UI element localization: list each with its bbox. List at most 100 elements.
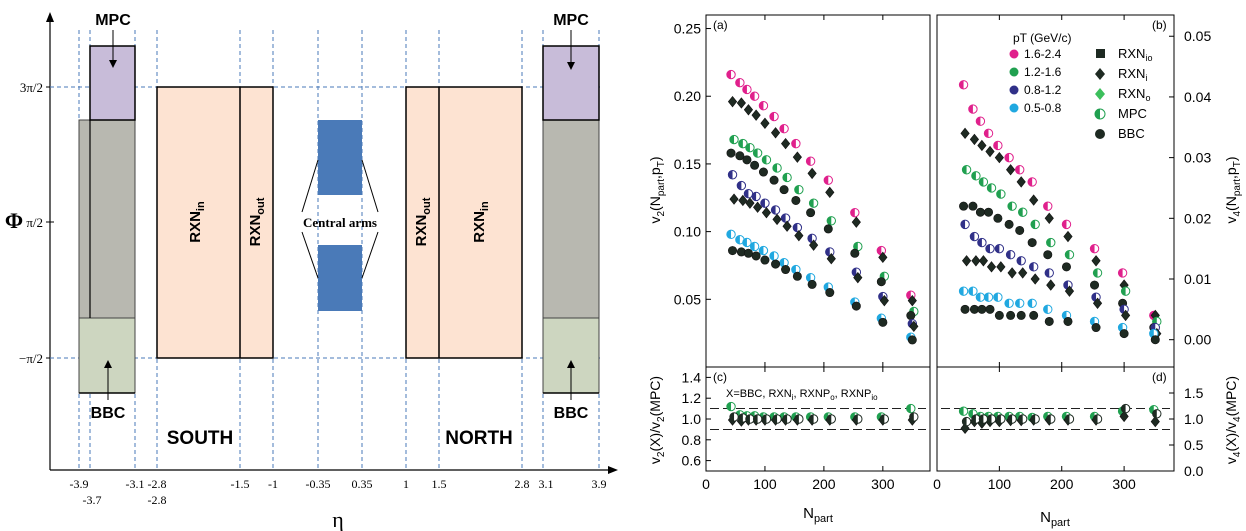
rxn-text: RXN <box>247 215 264 247</box>
rxn-sub: in <box>479 201 491 211</box>
data-point <box>1150 415 1160 428</box>
data-point <box>1121 404 1126 413</box>
data-point <box>970 232 975 241</box>
data-point <box>807 279 817 289</box>
data-point <box>1016 176 1026 188</box>
x-tick-label: 200 <box>1050 476 1074 492</box>
mpc-right-label: MPC <box>553 12 589 29</box>
data-point <box>1018 414 1023 424</box>
north-label: NORTH <box>445 428 513 449</box>
legend-marker <box>1009 67 1019 77</box>
data-point <box>1029 310 1039 320</box>
panel-label: (a) <box>713 18 728 32</box>
data-point <box>1015 225 1025 235</box>
eta-tick-label: -3.9 <box>70 477 89 491</box>
data-point <box>1093 414 1098 424</box>
data-point <box>792 151 802 163</box>
label-part: RXN <box>1118 46 1145 61</box>
data-point <box>1016 310 1026 320</box>
data-point <box>1090 244 1095 253</box>
data-point <box>827 414 832 424</box>
label-part: (MPC) <box>647 376 663 416</box>
label-part: T <box>656 161 667 167</box>
series <box>728 246 917 345</box>
legend: pT (GeV/c) 1.6-2.4 1.2-1.6 0.8-1.2 0.5-0.8 RX… <box>1009 31 1152 141</box>
panel-frame <box>705 14 931 368</box>
data-point <box>1016 256 1022 265</box>
y-tick-label: 0.15 <box>674 156 701 172</box>
y-axis-label: Φ <box>5 208 23 233</box>
panel-label: (d) <box>1152 370 1167 384</box>
data-point <box>962 165 967 174</box>
data-point <box>1027 238 1037 248</box>
bbc-left-upper <box>78 119 136 319</box>
annotation-part: o <box>830 393 835 402</box>
data-point <box>770 127 781 139</box>
series <box>726 148 916 321</box>
flow-plots: (a)0.050.100.150.200.25 (b)0.000.010.020.… <box>647 14 1243 529</box>
data-point <box>791 139 796 148</box>
y-axis-arrow <box>46 12 54 22</box>
y-tick-label: 0.04 <box>1184 89 1211 105</box>
panel-b: (b) 0.00 0.01 0.02 0.03 0.04 0.05 <box>936 14 1211 368</box>
npart-axis-label: Npart <box>1040 509 1070 529</box>
data-point <box>971 171 976 181</box>
legend-title: pT (GeV/c) <box>1013 31 1071 45</box>
data-point <box>1091 255 1101 267</box>
data-point <box>962 417 967 426</box>
data-point <box>769 251 775 261</box>
data-point <box>968 409 973 418</box>
data-point <box>906 291 911 300</box>
data-point <box>853 271 863 284</box>
central-arms-label: Central arms <box>303 215 377 230</box>
data-point <box>1006 164 1016 176</box>
data-point <box>1150 335 1160 345</box>
data-point <box>1006 250 1011 259</box>
y-tick-label: 1.5 <box>1184 385 1204 401</box>
data-point <box>1046 279 1056 291</box>
data-point <box>987 183 992 193</box>
data-point <box>971 255 981 267</box>
data-point <box>1030 414 1036 424</box>
central-arm-lower <box>318 245 362 311</box>
data-point <box>1004 153 1010 162</box>
y-tick-label: 0.05 <box>1184 28 1211 44</box>
data-point <box>791 195 801 205</box>
data-point <box>735 151 745 161</box>
eta-tick-label: 0.35 <box>352 477 373 491</box>
data-point <box>771 259 781 269</box>
eta-tick-label: -1.5 <box>231 477 250 491</box>
data-point <box>979 414 984 424</box>
data-point <box>906 404 911 413</box>
ratio-d-axis-label-text: v4(X)/v4(MPC) <box>1223 376 1243 464</box>
x-tick-label: 100 <box>753 476 777 492</box>
label-part: N <box>1040 509 1051 526</box>
legend-label: RXNi <box>1118 66 1147 83</box>
data-point <box>1152 409 1157 418</box>
detector-diagram: Central arms MPC MPC BBC BBC RXNin RXNou… <box>5 12 618 531</box>
label-part: ,p <box>1223 167 1239 179</box>
data-point <box>1119 329 1129 339</box>
rxn-sub: out <box>255 197 267 214</box>
data-point <box>742 155 752 165</box>
data-point <box>996 261 1006 273</box>
data-point <box>825 247 830 257</box>
label-part: part <box>1051 517 1070 529</box>
series <box>726 229 916 342</box>
arrow <box>301 231 319 279</box>
rxn-north <box>405 86 523 359</box>
series <box>727 170 918 329</box>
legend-marker <box>1009 85 1019 95</box>
data-point <box>735 78 740 87</box>
data-point <box>993 213 1003 223</box>
eta-tick-labels: -3.9 -3.1 -2.8 -1.5 -1 -0.35 0.35 1 1.5 2.8 3.1 3.9… <box>70 477 607 507</box>
data-point <box>878 317 888 327</box>
data-point <box>1091 293 1097 302</box>
data-point <box>826 253 836 265</box>
data-point <box>823 224 833 234</box>
data-point <box>809 239 819 251</box>
data-point <box>772 213 782 226</box>
data-point <box>728 170 733 179</box>
data-point <box>782 414 788 424</box>
data-point <box>794 229 804 242</box>
